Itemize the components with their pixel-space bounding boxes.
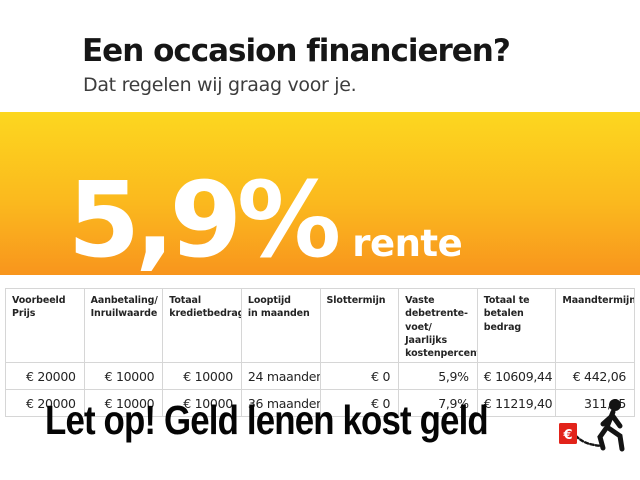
cell-maandtermijn: € 442,06 <box>555 362 635 391</box>
euro-weight-box <box>559 423 577 444</box>
credit-warning-text: Let op! Geld lenen kost geld <box>45 397 489 443</box>
credit-warning: Let op! Geld lenen kost geld € <box>45 397 640 456</box>
col-header-debetrentevoet: Vaste debetrente- voet/ Jaarlijks kosten… <box>398 287 478 364</box>
cell-rente: 5,9% <box>398 362 478 391</box>
cell-prijs: € 20000 <box>5 362 85 391</box>
financing-example-table: Voorbeeld Prijs Aanbetaling/ Inruilwaard… <box>5 287 635 418</box>
cell-totaal: € 11219,40 <box>476 389 557 418</box>
cell-slottermijn: € 0 <box>319 362 400 391</box>
euro-symbol: € <box>562 428 572 443</box>
cell-kredietbedrag: € 10000 <box>162 362 242 391</box>
cell-aanbetaling: € 10000 <box>83 389 164 418</box>
cell-totaal: € 10609,44 <box>476 362 557 391</box>
walking-man <box>597 399 625 452</box>
cell-kredietbedrag: € 10000 <box>162 389 242 418</box>
interest-rate-suffix: rente <box>352 222 463 265</box>
interest-rate-banner: 5,9% rente <box>0 112 640 275</box>
table-header-row: Voorbeeld Prijs Aanbetaling/ Inruilwaard… <box>5 287 635 364</box>
header: Een occasion financieren? Dat regelen wi… <box>82 33 511 96</box>
col-header-looptijd: Looptijd in maanden <box>240 287 321 364</box>
col-header-aanbetaling: Aanbetaling/ Inruilwaarde <box>83 287 164 364</box>
col-header-totaal-te-betalen: Totaal te betalen bedrag <box>476 287 557 364</box>
ball-and-chain-walking-man-icon: € <box>559 399 625 452</box>
interest-rate-group: 5,9% rente <box>67 159 463 281</box>
table-row: € 20000 € 10000 € 10000 36 maanden € 0 7… <box>5 389 635 418</box>
cell-prijs: € 20000 <box>5 389 85 418</box>
col-header-kredietbedrag: Totaal kredietbedrag <box>162 287 242 364</box>
chain-line <box>574 434 604 448</box>
table-row: € 20000 € 10000 € 10000 24 maanden € 0 5… <box>5 362 635 391</box>
cell-slottermijn: € 0 <box>319 389 400 418</box>
cell-rente: 7,9% <box>398 389 478 418</box>
cell-looptijd: 36 maanden <box>240 389 321 418</box>
col-header-slottermijn: Slottermijn <box>319 287 400 364</box>
interest-rate-value: 5,9% <box>67 159 341 281</box>
cell-aanbetaling: € 10000 <box>83 362 164 391</box>
page-title: Een occasion financieren? <box>82 33 511 69</box>
cell-looptijd: 24 maanden <box>240 362 321 391</box>
page-subtitle: Dat regelen wij graag voor je. <box>83 73 357 96</box>
col-header-maandtermijn: Maandtermijn <box>555 287 635 364</box>
col-header-voorbeeld-prijs: Voorbeeld Prijs <box>5 287 85 364</box>
